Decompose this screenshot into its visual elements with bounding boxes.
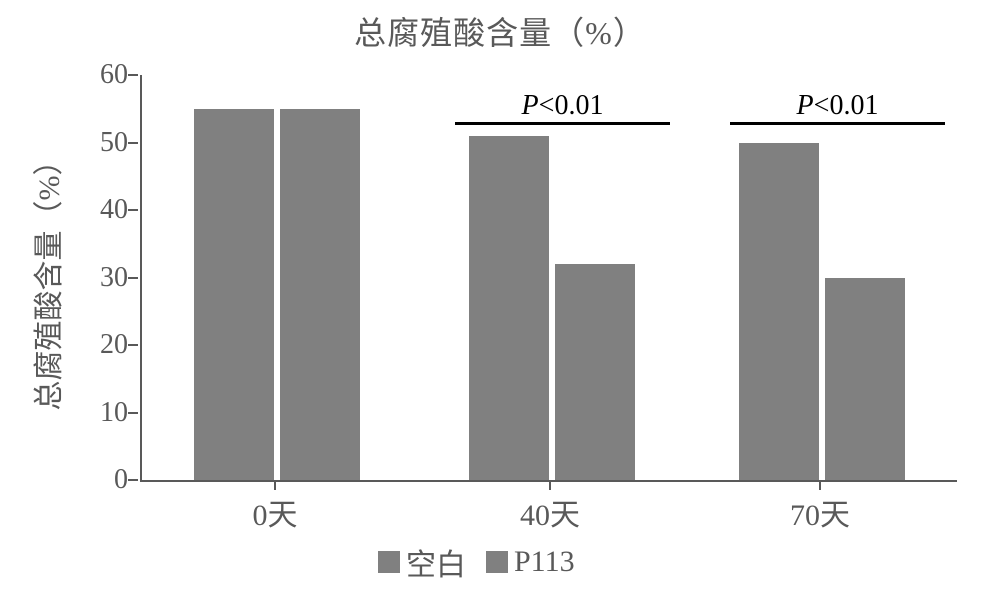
- significance-line: [730, 122, 945, 125]
- significance-line: [455, 122, 670, 125]
- plot-area: [140, 75, 957, 482]
- y-tick-label: 40: [100, 194, 128, 226]
- x-tick-mark: [274, 480, 276, 490]
- x-tick-label: 70天: [790, 490, 850, 534]
- legend-item: P113: [486, 545, 575, 579]
- y-tick-label: 0: [114, 464, 128, 496]
- bar: [280, 109, 360, 480]
- y-tick-mark: [128, 344, 138, 346]
- y-tick-label: 10: [100, 397, 128, 429]
- y-tick-mark: [128, 412, 138, 414]
- significance-label: P<0.01: [522, 90, 604, 122]
- legend: 空白 P113: [378, 540, 575, 584]
- y-tick-label: 50: [100, 127, 128, 159]
- y-tick-label: 20: [100, 329, 128, 361]
- y-tick-mark: [128, 479, 138, 481]
- chart-title: 总腐殖酸含量（%）: [0, 8, 1000, 54]
- y-tick-label: 30: [100, 262, 128, 294]
- significance-label: P<0.01: [797, 90, 879, 122]
- x-tick-label: 40天: [520, 490, 580, 534]
- bar: [469, 136, 549, 480]
- x-tick-mark: [549, 480, 551, 490]
- bar: [194, 109, 274, 480]
- y-tick-label: 60: [100, 59, 128, 91]
- y-tick-mark: [128, 142, 138, 144]
- y-tick-mark: [128, 74, 138, 76]
- y-tick-mark: [128, 209, 138, 211]
- bar: [739, 143, 819, 481]
- bar: [555, 264, 635, 480]
- legend-label: 空白: [406, 540, 466, 584]
- legend-swatch: [486, 551, 508, 573]
- legend-item: 空白: [378, 540, 466, 584]
- y-axis-title: 总腐殖酸含量（%）: [24, 146, 68, 411]
- chart-root: 总腐殖酸含量（%） 总腐殖酸含量（%） 0 10 20 30 40 50 60 0天 40天 7…: [0, 0, 1000, 592]
- bar: [825, 278, 905, 481]
- legend-swatch: [378, 551, 400, 573]
- y-tick-mark: [128, 277, 138, 279]
- legend-label: P113: [514, 545, 575, 579]
- x-tick-label: 0天: [253, 490, 298, 534]
- x-tick-mark: [819, 480, 821, 490]
